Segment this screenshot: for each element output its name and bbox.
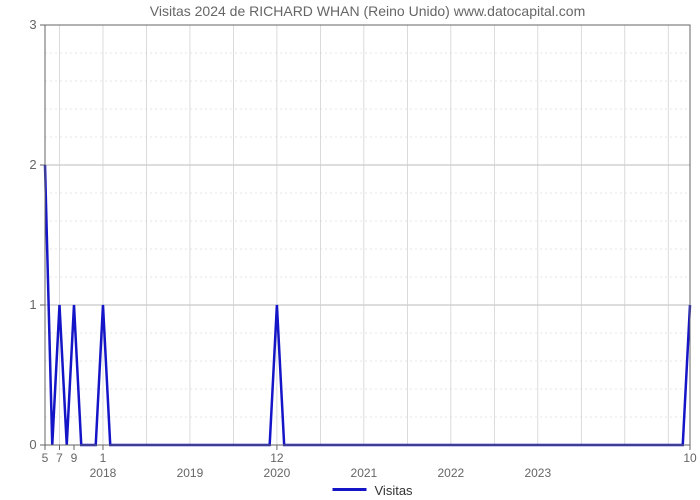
x-tick-month-label: 5: [42, 451, 49, 465]
y-tick-label: 2: [29, 157, 36, 172]
y-tick-label: 3: [29, 17, 36, 32]
x-tick-month-label: 9: [71, 451, 78, 465]
legend-swatch: [333, 488, 367, 491]
y-tick-label: 1: [29, 297, 36, 312]
x-tick-month-label: 12: [270, 451, 284, 465]
x-tick-year-label: 2019: [177, 466, 204, 480]
legend-label: Visitas: [375, 483, 414, 498]
x-tick-year-label: 2023: [524, 466, 551, 480]
x-tick-year-label: 2021: [351, 466, 378, 480]
x-tick-year-label: 2018: [90, 466, 117, 480]
chart-title: Visitas 2024 de RICHARD WHAN (Reino Unid…: [150, 3, 585, 19]
chart-svg: 012357911210201820192020202120222023Visi…: [0, 0, 700, 500]
x-tick-year-label: 2022: [437, 466, 464, 480]
x-tick-month-label: 10: [683, 451, 697, 465]
x-tick-year-label: 2020: [264, 466, 291, 480]
visits-chart: 012357911210201820192020202120222023Visi…: [0, 0, 700, 500]
y-tick-label: 0: [29, 437, 36, 452]
x-tick-month-label: 1: [100, 451, 107, 465]
plot-area: [45, 25, 690, 445]
x-tick-month-label: 7: [56, 451, 63, 465]
